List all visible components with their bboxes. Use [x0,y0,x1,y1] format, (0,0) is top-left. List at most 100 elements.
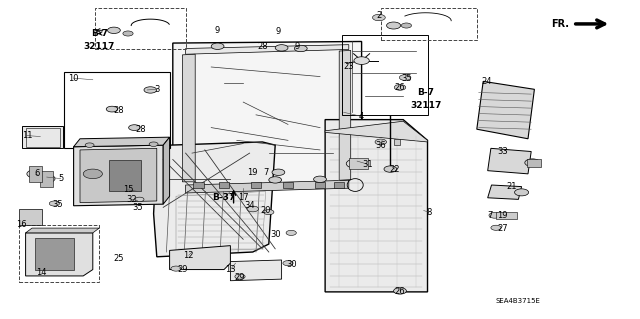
Text: 4: 4 [359,112,364,121]
Text: 29: 29 [177,265,188,274]
Text: 6: 6 [35,169,40,178]
Text: 32117: 32117 [83,42,115,51]
Circle shape [135,197,144,202]
Text: 7: 7 [487,211,492,220]
Circle shape [235,274,245,279]
Circle shape [171,266,181,271]
Text: 28: 28 [113,106,124,115]
Polygon shape [26,233,93,276]
Circle shape [372,14,385,21]
Polygon shape [349,158,368,169]
Polygon shape [74,145,163,206]
Polygon shape [186,180,349,193]
Circle shape [272,169,285,175]
Circle shape [129,125,140,130]
Circle shape [269,177,282,183]
Polygon shape [527,159,541,167]
Polygon shape [334,182,344,188]
Polygon shape [35,238,74,270]
Text: 8: 8 [426,208,431,217]
Polygon shape [22,126,63,148]
Polygon shape [29,166,42,182]
Text: 25: 25 [113,254,124,263]
Circle shape [525,159,540,167]
Text: 33: 33 [497,147,508,156]
Text: 27: 27 [497,224,508,233]
Polygon shape [163,137,170,204]
Text: 19: 19 [248,168,258,177]
Circle shape [283,261,293,266]
Text: B-37: B-37 [212,193,236,202]
Circle shape [247,206,259,212]
Circle shape [108,27,120,33]
Polygon shape [283,182,293,188]
Text: 26: 26 [395,287,405,296]
Polygon shape [170,246,230,270]
Circle shape [491,225,501,230]
Text: 31: 31 [363,160,373,169]
Text: 28: 28 [257,42,268,51]
Circle shape [394,288,406,294]
Polygon shape [19,209,42,225]
Polygon shape [74,137,170,147]
Text: 22: 22 [390,165,400,174]
Text: 10: 10 [68,74,79,83]
Polygon shape [315,182,325,188]
Polygon shape [186,45,349,54]
Text: 13: 13 [225,265,236,274]
Text: 23: 23 [344,63,354,71]
Circle shape [211,43,224,49]
Circle shape [264,210,274,215]
Polygon shape [154,142,275,257]
Circle shape [314,176,326,182]
Text: 5: 5 [58,174,63,183]
Text: 9: 9 [276,27,281,36]
Polygon shape [339,50,351,180]
Polygon shape [173,41,362,193]
Circle shape [294,45,307,52]
Circle shape [387,22,401,29]
Polygon shape [488,148,531,174]
Text: 29: 29 [235,273,245,282]
Polygon shape [477,81,534,139]
Polygon shape [488,185,522,199]
Text: 35: 35 [52,200,63,209]
Text: 17: 17 [238,193,248,202]
Circle shape [49,201,60,206]
Text: 20: 20 [260,206,271,215]
Text: 2: 2 [376,11,381,20]
Circle shape [275,45,288,51]
Circle shape [286,230,296,235]
Text: 3: 3 [154,85,159,94]
Polygon shape [40,171,53,187]
Text: B-7: B-7 [417,88,434,97]
Text: 28: 28 [136,125,146,134]
Circle shape [85,143,94,147]
Circle shape [123,31,133,36]
Text: 15: 15 [123,185,133,194]
Text: 34: 34 [244,201,255,210]
Text: 14: 14 [36,268,47,277]
Circle shape [354,57,369,64]
Text: 32117: 32117 [410,101,442,110]
Circle shape [106,106,118,112]
Polygon shape [26,228,99,233]
Polygon shape [394,139,400,145]
Text: 32: 32 [126,195,136,204]
Text: 35: 35 [132,203,143,212]
Text: 7: 7 [263,168,268,177]
Polygon shape [251,182,261,188]
Text: 30: 30 [286,260,296,269]
Polygon shape [325,120,428,292]
Circle shape [384,166,397,172]
Text: 24: 24 [481,77,492,86]
Circle shape [149,142,158,146]
Polygon shape [80,148,157,203]
Polygon shape [325,121,428,142]
Circle shape [375,139,387,145]
Circle shape [515,189,529,196]
Text: 30: 30 [270,230,280,239]
Polygon shape [496,212,517,219]
Circle shape [83,169,102,179]
Text: 12: 12 [184,251,194,260]
